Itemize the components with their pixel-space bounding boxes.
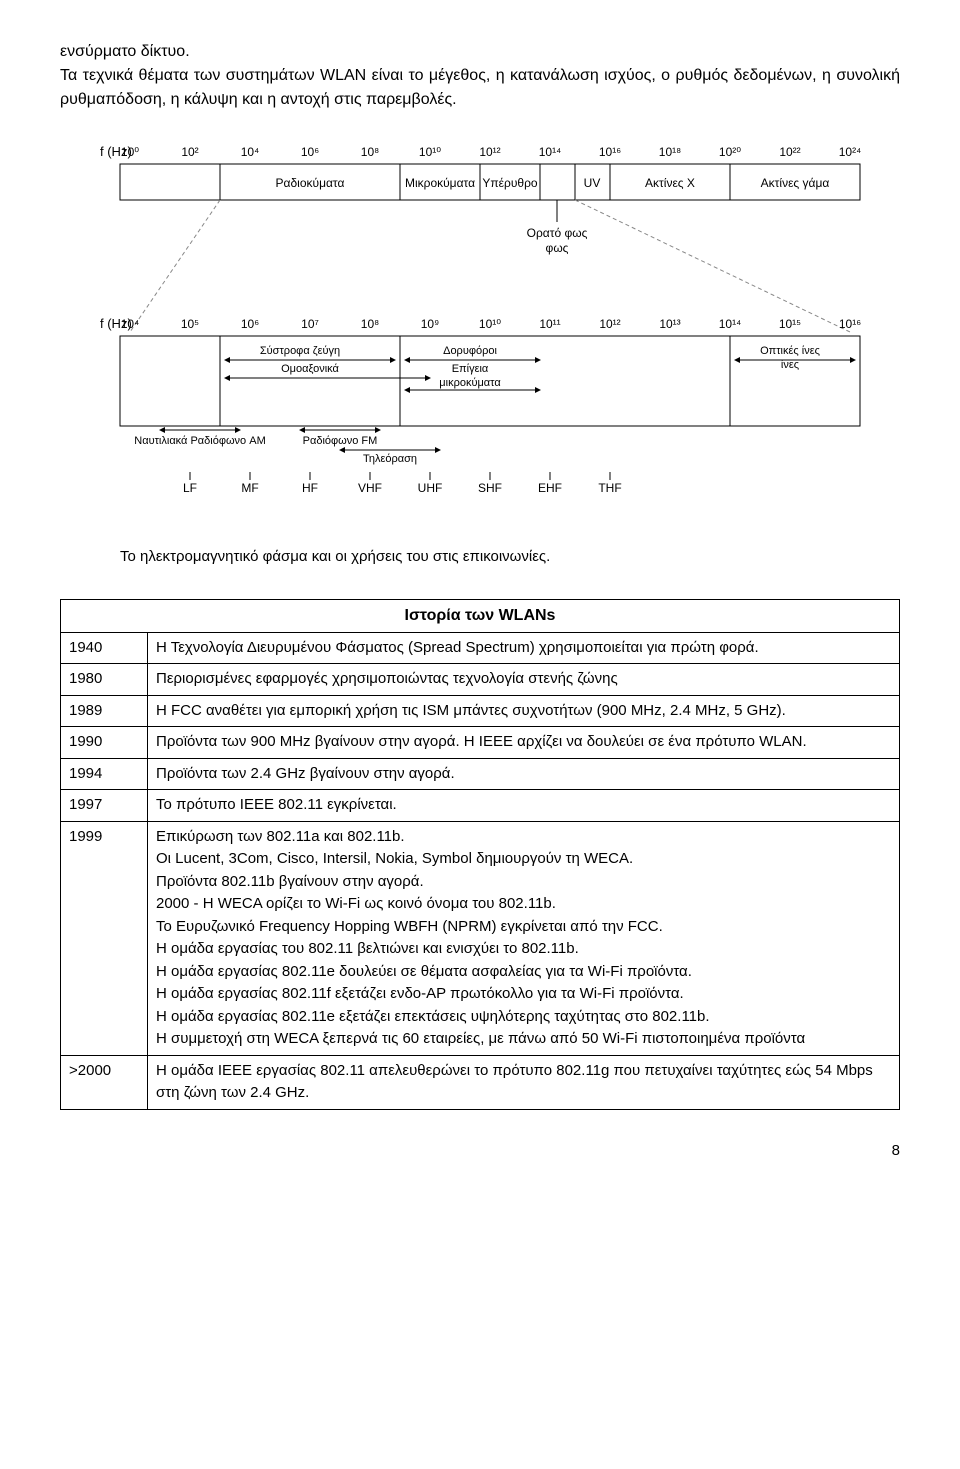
svg-text:10¹⁴: 10¹⁴ [539, 145, 562, 159]
svg-text:HF: HF [302, 481, 318, 495]
svg-text:10⁴: 10⁴ [241, 145, 260, 159]
year-cell: >2000 [61, 1055, 148, 1109]
svg-text:VHF: VHF [358, 481, 382, 495]
svg-text:Επίγεια: Επίγεια [452, 363, 489, 375]
svg-text:UV: UV [584, 176, 601, 190]
text-cell: Προϊόντα των 2.4 GHz βγαίνουν στην αγορά… [148, 758, 900, 790]
svg-text:LF: LF [183, 481, 197, 495]
text-cell: Επικύρωση των 802.11a και 802.11b.Οι Luc… [148, 821, 900, 1055]
svg-text:SHF: SHF [478, 481, 502, 495]
table-row: 1997Το πρότυπο IEEE 802.11 εγκρίνεται. [61, 790, 900, 822]
year-cell: 1999 [61, 821, 148, 1055]
svg-text:10⁰: 10⁰ [121, 145, 139, 159]
svg-text:10⁸: 10⁸ [361, 145, 379, 159]
table-row: 1989Η FCC αναθέτει για εμπορική χρήση τι… [61, 695, 900, 727]
svg-text:10¹²: 10¹² [479, 145, 500, 159]
svg-text:μικροκύματα: μικροκύματα [439, 377, 501, 389]
svg-text:φως: φως [546, 241, 569, 255]
svg-text:Μικροκύματα: Μικροκύματα [405, 176, 475, 190]
svg-text:10¹⁶: 10¹⁶ [839, 317, 861, 331]
year-cell: 1989 [61, 695, 148, 727]
text-cell: Η ομάδα IEEE εργασίας 802.11 απελευθερών… [148, 1055, 900, 1109]
text-cell: Περιορισμένες εφαρμογές χρησιμοποιώντας … [148, 664, 900, 696]
svg-text:Ακτίνες Χ: Ακτίνες Χ [645, 176, 695, 190]
history-table: Ιστορία των WLANs 1940Η Τεχνολογία Διευρ… [60, 599, 900, 1110]
table-row: 1994Προϊόντα των 2.4 GHz βγαίνουν στην α… [61, 758, 900, 790]
svg-text:10²⁴: 10²⁴ [839, 145, 862, 159]
spectrum-caption: Το ηλεκτρομαγνητικό φάσμα και οι χρήσεις… [60, 546, 900, 569]
svg-text:10¹⁶: 10¹⁶ [599, 145, 621, 159]
svg-text:Ραδιόφωνο FM: Ραδιόφωνο FM [303, 435, 378, 447]
svg-text:10²: 10² [181, 145, 198, 159]
svg-text:MF: MF [241, 481, 258, 495]
year-cell: 1940 [61, 632, 148, 664]
text-cell: Η FCC αναθέτει για εμπορική χρήση τις IS… [148, 695, 900, 727]
svg-text:Υπέρυθρο: Υπέρυθρο [482, 176, 538, 190]
text-cell: Προϊόντα των 900 MHz βγαίνουν στην αγορά… [148, 727, 900, 759]
svg-text:10²⁰: 10²⁰ [719, 145, 741, 159]
year-cell: 1980 [61, 664, 148, 696]
svg-text:10⁷: 10⁷ [301, 317, 319, 331]
svg-text:Ακτίνες γάμα: Ακτίνες γάμα [761, 176, 830, 190]
table-row: 1940Η Τεχνολογία Διευρυμένου Φάσματος (S… [61, 632, 900, 664]
history-title-row: Ιστορία των WLANs [61, 599, 900, 632]
year-cell: 1994 [61, 758, 148, 790]
svg-text:10¹¹: 10¹¹ [539, 317, 560, 331]
svg-text:EHF: EHF [538, 481, 562, 495]
intro-paragraph: ενσύρματο δίκτυο. Τα τεχνικά θέματα των … [60, 40, 900, 112]
svg-text:10⁶: 10⁶ [241, 317, 259, 331]
svg-text:10¹⁴: 10¹⁴ [719, 317, 742, 331]
svg-text:10¹⁸: 10¹⁸ [659, 145, 681, 159]
svg-text:Ναυτιλιακά Ραδιόφωνο AM: Ναυτιλιακά Ραδιόφωνο AM [134, 435, 265, 447]
table-row: 1990Προϊόντα των 900 MHz βγαίνουν στην α… [61, 727, 900, 759]
svg-text:Σύστροφα ζεύγη: Σύστροφα ζεύγη [260, 345, 340, 357]
svg-text:THF: THF [598, 481, 621, 495]
svg-text:10¹⁰: 10¹⁰ [479, 317, 501, 331]
svg-text:Ορατό φως: Ορατό φως [527, 226, 588, 240]
svg-text:10²²: 10²² [779, 145, 800, 159]
intro-line2: Τα τεχνικά θέματα των συστημάτων WLAN εί… [60, 67, 900, 108]
svg-text:Ομοαξονικά: Ομοαξονικά [281, 363, 339, 375]
table-row: >2000Η ομάδα IEEE εργασίας 802.11 απελευ… [61, 1055, 900, 1109]
table-row: 1999Επικύρωση των 802.11a και 802.11b.Οι… [61, 821, 900, 1055]
spectrum-svg: f (Hz) 10⁰ 10² 10⁴ 10⁶ 10⁸ 10¹⁰ 10¹² 10¹… [70, 132, 890, 532]
svg-text:10⁴: 10⁴ [121, 317, 140, 331]
page-number: 8 [60, 1140, 900, 1163]
svg-text:Δορυφόροι: Δορυφόροι [443, 345, 497, 357]
svg-text:10¹³: 10¹³ [659, 317, 680, 331]
svg-text:ίνες: ίνες [781, 359, 799, 371]
svg-text:10⁸: 10⁸ [361, 317, 379, 331]
table-row: 1980Περιορισμένες εφαρμογές χρησιμοποιών… [61, 664, 900, 696]
svg-text:10⁵: 10⁵ [181, 317, 199, 331]
history-title: Ιστορία των WLANs [61, 599, 900, 632]
svg-text:10¹²: 10¹² [599, 317, 620, 331]
svg-text:10⁶: 10⁶ [301, 145, 319, 159]
svg-text:Τηλεόραση: Τηλεόραση [363, 453, 417, 465]
text-cell: Η Τεχνολογία Διευρυμένου Φάσματος (Sprea… [148, 632, 900, 664]
spectrum-figure: f (Hz) 10⁰ 10² 10⁴ 10⁶ 10⁸ 10¹⁰ 10¹² 10¹… [60, 132, 900, 569]
svg-text:10⁹: 10⁹ [421, 317, 440, 331]
year-cell: 1990 [61, 727, 148, 759]
svg-text:10¹⁵: 10¹⁵ [779, 317, 801, 331]
svg-text:Οπτικές ίνες: Οπτικές ίνες [760, 345, 820, 357]
svg-text:Ραδιοκύματα: Ραδιοκύματα [276, 176, 345, 190]
svg-text:UHF: UHF [418, 481, 443, 495]
year-cell: 1997 [61, 790, 148, 822]
intro-line1: ενσύρματο δίκτυο. [60, 43, 190, 60]
svg-text:10¹⁰: 10¹⁰ [419, 145, 441, 159]
text-cell: Το πρότυπο IEEE 802.11 εγκρίνεται. [148, 790, 900, 822]
